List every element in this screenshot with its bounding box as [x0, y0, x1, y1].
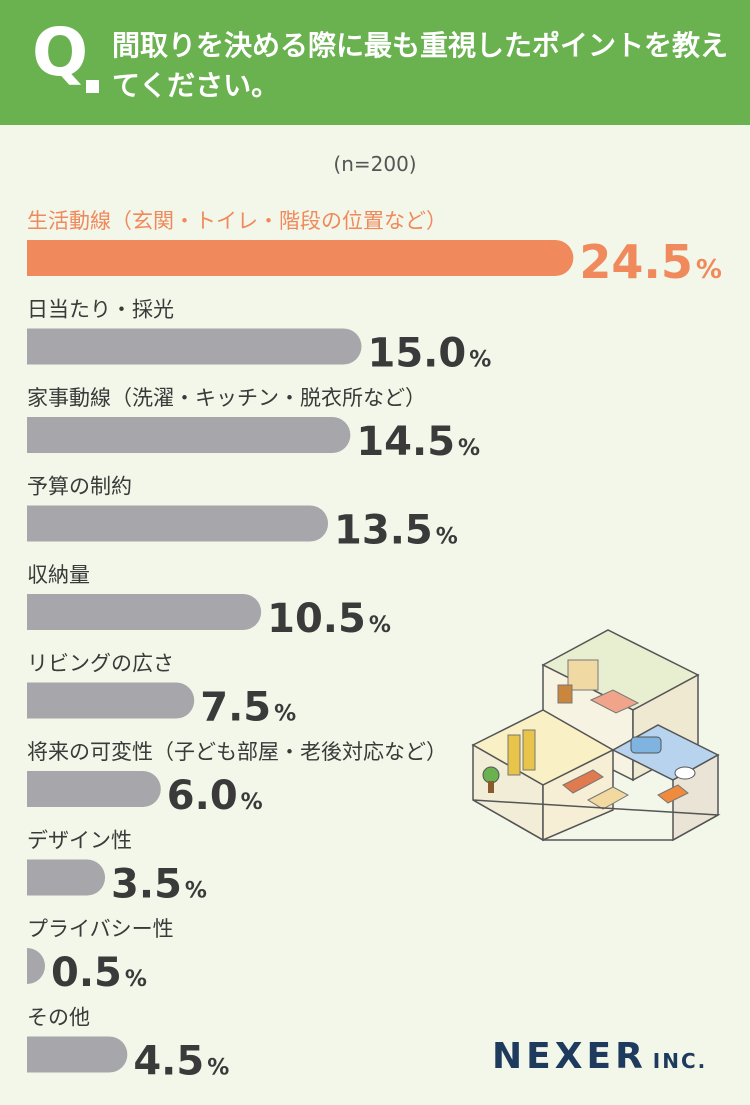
value-label: 24.5% — [579, 235, 722, 289]
bar — [27, 1036, 128, 1073]
value-label: 6.0% — [167, 773, 263, 819]
bar — [27, 505, 329, 542]
category-label: その他 — [27, 1006, 90, 1030]
logo-sub-text: INC. — [652, 1049, 708, 1073]
category-label: 日当たり・採光 — [27, 298, 174, 322]
value-label: 0.5% — [51, 950, 147, 996]
question-text: 間取りを決める際に最も重視したポイントを教えてください。 — [112, 29, 729, 102]
value-label: 3.5% — [111, 862, 207, 908]
logo-main-text: NEXER — [492, 1036, 647, 1077]
bar — [27, 594, 262, 630]
bar — [27, 417, 351, 453]
nexer-logo: NEXER INC. — [492, 1036, 707, 1077]
category-label: リビングの広さ — [27, 652, 174, 676]
category-label: 予算の制約 — [27, 475, 132, 499]
question-header: Q 間取りを決める際に最も重視したポイントを教えてください。 — [0, 0, 750, 125]
bar — [27, 948, 45, 984]
value-label: 7.5% — [200, 685, 296, 731]
bar — [27, 240, 574, 276]
value-label: 15.0% — [368, 331, 492, 377]
category-label: デザイン性 — [27, 829, 132, 853]
value-label: 13.5% — [334, 508, 458, 554]
category-label: 収納量 — [27, 563, 90, 587]
bar — [27, 771, 161, 807]
category-label: 生活動線（玄関・トイレ・階段の位置など） — [27, 209, 447, 233]
q-mark: Q — [32, 14, 89, 91]
bar — [27, 859, 106, 896]
q-dot — [86, 80, 99, 93]
bar — [27, 328, 362, 365]
category-label: 家事動線（洗濯・キッチン・脱衣所など） — [27, 386, 426, 410]
category-label: プライバシー性 — [27, 917, 174, 941]
value-label: 4.5% — [133, 1039, 229, 1085]
value-label: 14.5% — [356, 419, 480, 465]
category-label: 将来の可変性（子ども部屋・老後対応など） — [27, 740, 447, 764]
value-label: 10.5% — [267, 596, 391, 642]
sample-size: (n=200) — [333, 152, 417, 176]
bar — [27, 682, 195, 719]
house-floorplan-illustration — [471, 629, 721, 842]
